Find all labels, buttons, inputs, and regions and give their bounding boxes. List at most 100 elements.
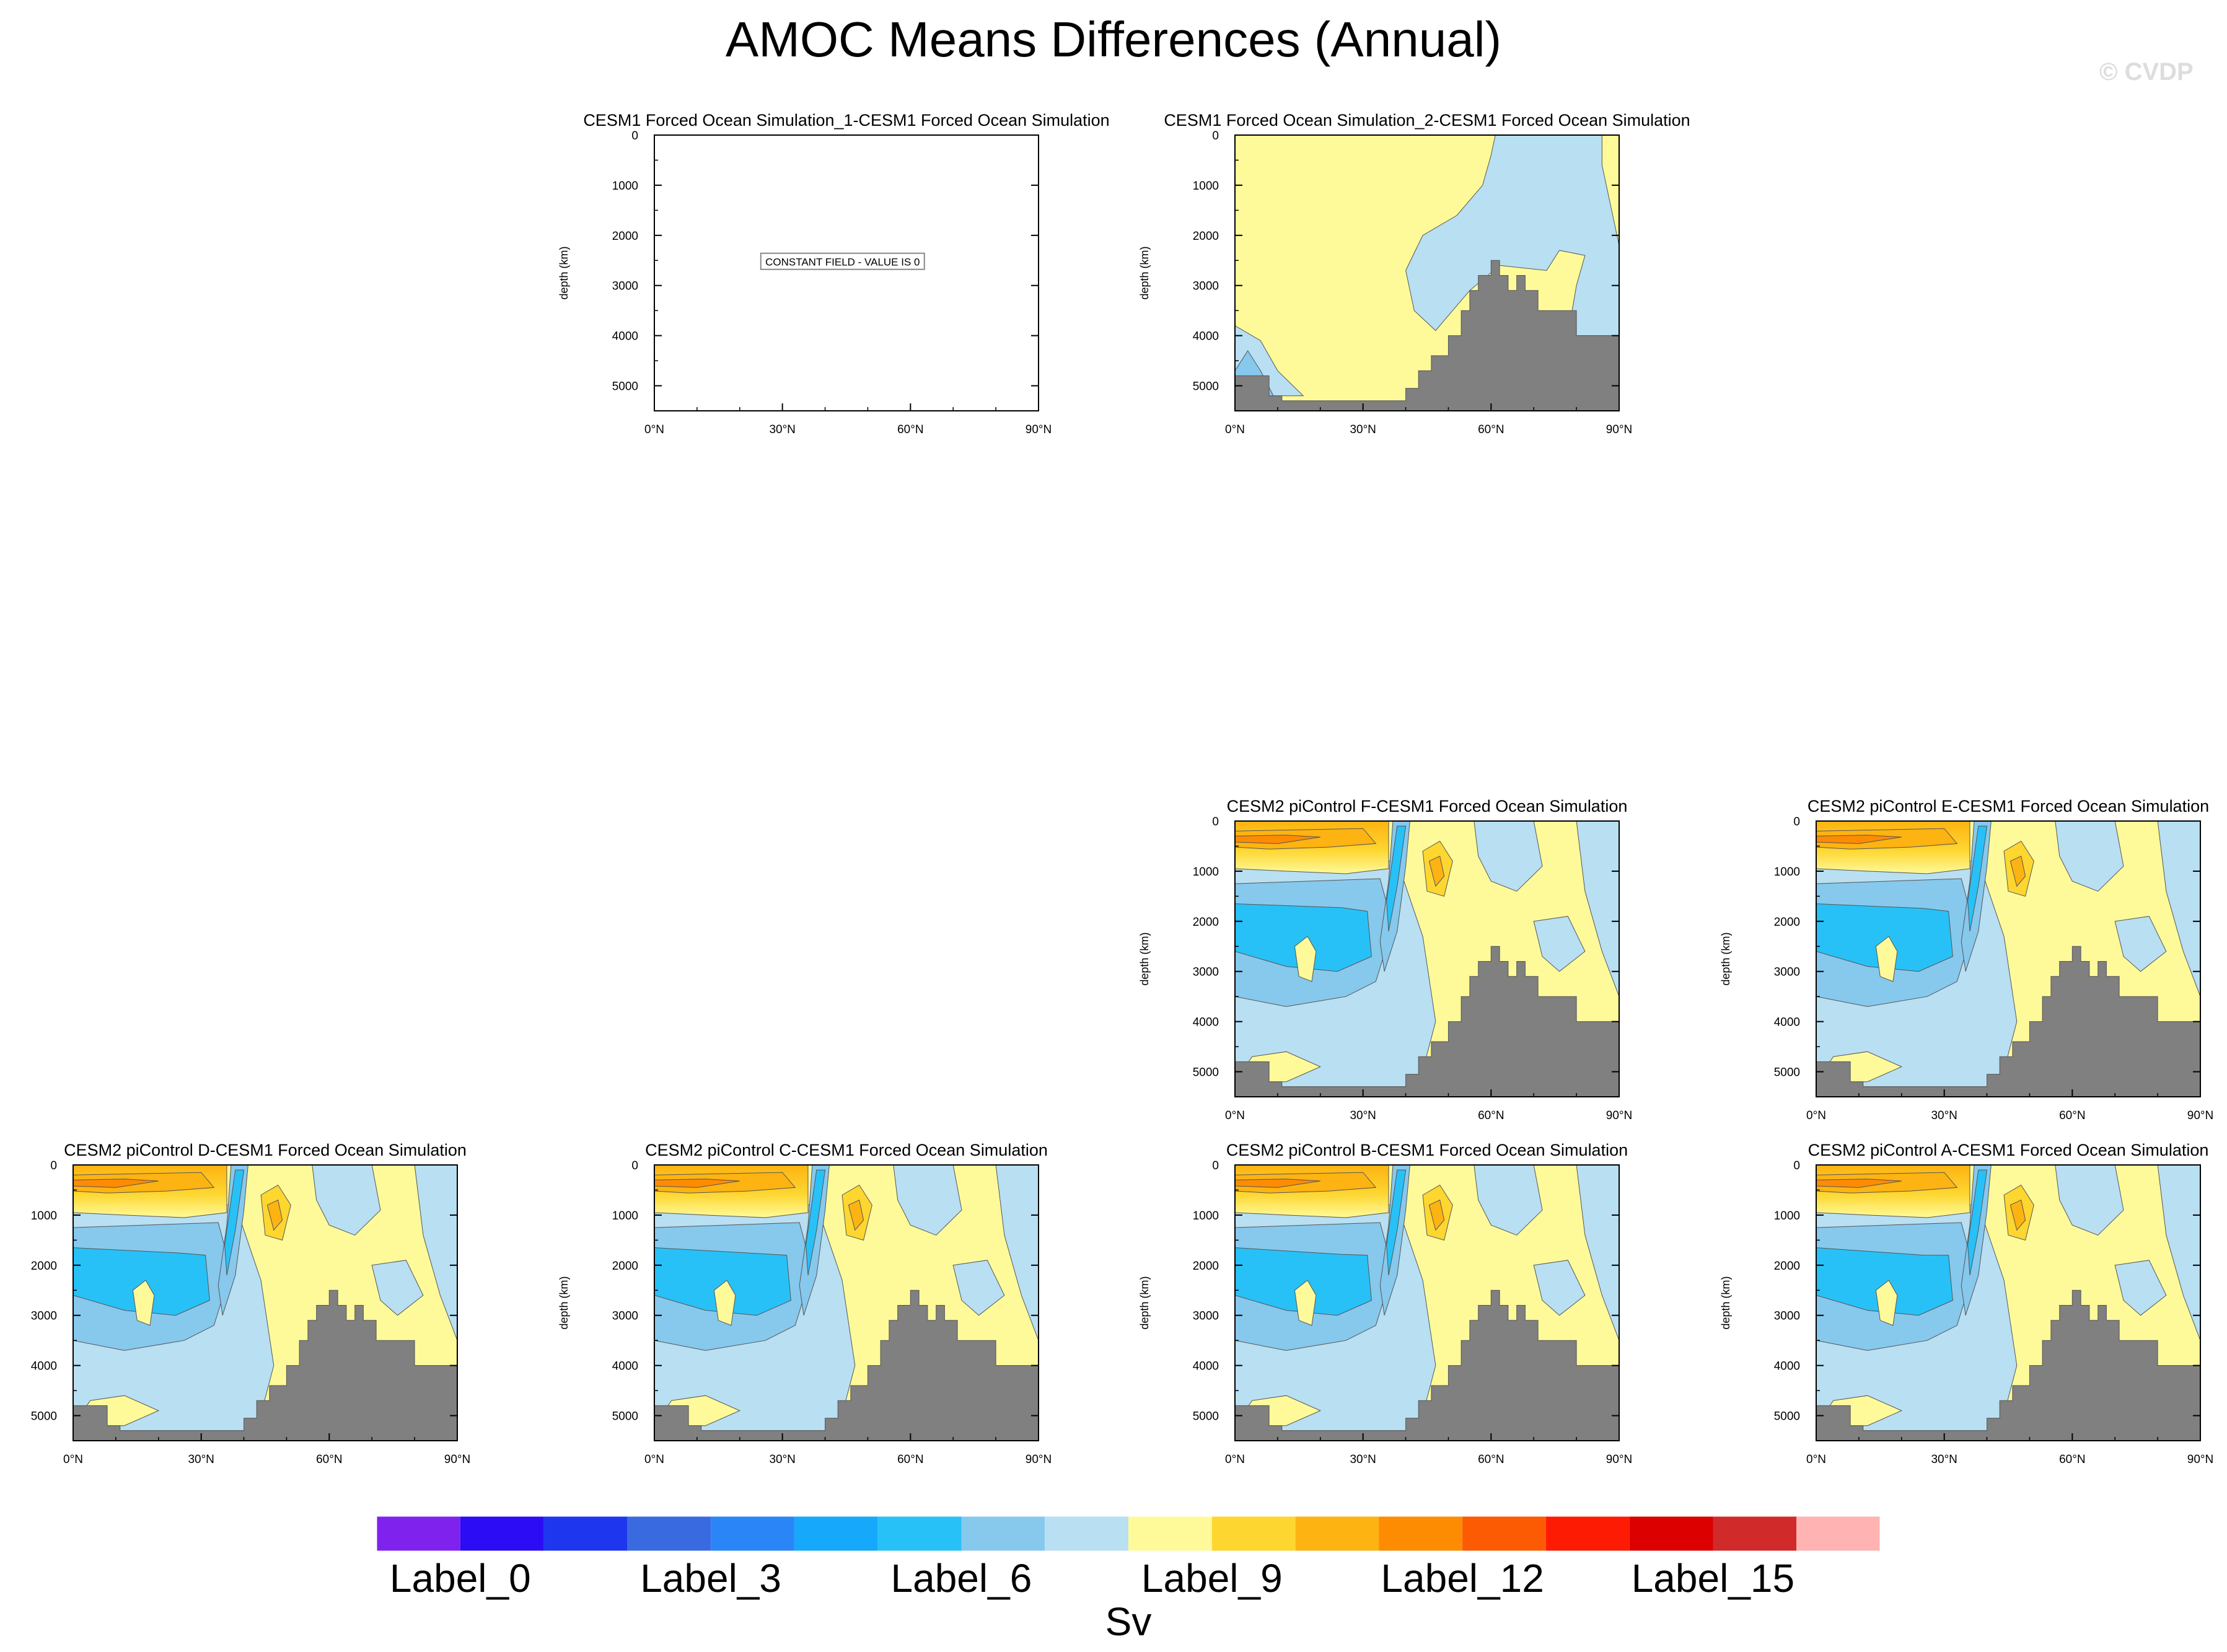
y-tick-label: 1000: [1193, 180, 1219, 193]
contour-fill: [654, 1179, 740, 1188]
y-tick-label: 0: [631, 1159, 638, 1172]
x-tick-label: 90°N: [2187, 1109, 2213, 1122]
contour-fill: [312, 1165, 381, 1236]
x-tick-label: 90°N: [1026, 1453, 1052, 1466]
colorbar-swatch: [627, 1516, 711, 1551]
colorbar-swatch: [1629, 1516, 1713, 1551]
y-tick-label: 0: [1212, 815, 1219, 828]
plot-frame: [1234, 1164, 1620, 1441]
y-tick-label: 1000: [1193, 866, 1219, 879]
y-axis-label: depth (km): [1720, 1276, 1732, 1329]
colorbar-label: Label_0: [390, 1556, 531, 1601]
figure-title: AMOC Means Differences (Annual): [725, 12, 1502, 67]
y-tick-label: 1000: [1193, 1210, 1219, 1223]
y-tick-label: 2000: [612, 1260, 638, 1273]
contour-fill: [1235, 1247, 1372, 1316]
x-tick-label: 0°N: [1806, 1109, 1826, 1122]
plot-frame: [654, 1164, 1039, 1441]
colorbar-swatch: [1713, 1516, 1797, 1551]
y-tick-label: 4000: [612, 330, 638, 343]
y-tick-label: 3000: [612, 1310, 638, 1323]
y-tick-label: 4000: [612, 1360, 638, 1373]
x-tick-label: 90°N: [2187, 1453, 2213, 1466]
x-tick-label: 0°N: [644, 1453, 664, 1466]
x-tick-label: 0°N: [1225, 1453, 1245, 1466]
y-tick-label: 4000: [31, 1360, 57, 1373]
y-tick-label: 2000: [1193, 1260, 1219, 1273]
contour-field: [1816, 1165, 2200, 1441]
plot-frame: [1234, 820, 1620, 1097]
y-tick-label: 5000: [1193, 1066, 1219, 1079]
contour-fill: [2114, 1260, 2167, 1316]
contour-fill: [893, 1165, 962, 1236]
plot-frame: [654, 134, 1039, 411]
y-tick-label: 5000: [31, 1410, 57, 1423]
plot-frame: [1234, 134, 1620, 411]
colorbar-swatch: [1545, 1516, 1630, 1551]
plot-frame: [72, 1164, 458, 1441]
contour-fill: [73, 1247, 210, 1316]
contour-fill: [1533, 1260, 1586, 1316]
y-tick-label: 3000: [612, 280, 638, 293]
colorbar-swatch: [1462, 1516, 1546, 1551]
contour-fill: [73, 1179, 159, 1188]
contour-fill: [995, 1165, 1039, 1341]
colorbar-swatch: [1295, 1516, 1379, 1551]
seafloor: [654, 1290, 1039, 1441]
y-tick-label: 5000: [1774, 1410, 1800, 1423]
y-tick-label: 0: [1793, 1159, 1800, 1172]
contour-fill: [2055, 1165, 2124, 1236]
contour-fill: [1967, 1169, 1988, 1276]
contour-fill: [266, 1199, 283, 1231]
contour-fill: [1875, 936, 1898, 982]
contour-fill: [414, 1165, 457, 1341]
contour-fill: [848, 1199, 864, 1231]
x-tick-label: 0°N: [63, 1453, 83, 1466]
contour-fill: [1235, 835, 1320, 844]
x-tick-label: 90°N: [1606, 423, 1632, 436]
y-tick-label: 0: [1212, 1159, 1219, 1172]
x-tick-label: 0°N: [644, 423, 664, 436]
y-tick-label: 1000: [31, 1210, 57, 1223]
contour-fill: [1235, 903, 1372, 972]
amoc-panel: 0 1000 2000 3000 4000 5000 0°N 30°N 60°N 90°N dept…: [1720, 797, 2213, 1122]
constant-field-label: CONSTANT FIELD - VALUE IS 0: [765, 257, 920, 268]
x-tick-label: 30°N: [1931, 1109, 1957, 1122]
y-tick-label: 2000: [1193, 230, 1219, 243]
contour-fill: [2157, 821, 2200, 997]
contour-fill: [1474, 821, 1543, 892]
y-tick-label: 3000: [1774, 966, 1800, 979]
contour-fill: [2010, 855, 2026, 887]
colorbar-frame: [376, 1516, 1881, 1552]
x-tick-label: 60°N: [2059, 1109, 2085, 1122]
x-tick-label: 30°N: [769, 1453, 795, 1466]
y-tick-label: 2000: [1774, 1260, 1800, 1273]
x-tick-label: 90°N: [1026, 423, 1052, 436]
x-tick-label: 30°N: [769, 423, 795, 436]
y-tick-label: 5000: [612, 380, 638, 393]
y-tick-label: 4000: [1193, 330, 1219, 343]
y-tick-label: 0: [50, 1159, 57, 1172]
contour-fill: [713, 1280, 736, 1326]
contour-fill: [1386, 825, 1407, 932]
y-tick-label: 3000: [31, 1310, 57, 1323]
contour-fill: [1576, 1165, 1619, 1341]
colorbar-units: Sv: [1105, 1599, 1152, 1644]
y-axis-label: depth (km): [558, 246, 570, 299]
contour-fill: [1816, 903, 1953, 972]
contour-fill: [1967, 825, 1988, 932]
colorbar-label: Label_15: [1632, 1556, 1794, 1601]
contour-fill: [1816, 1179, 1902, 1188]
contour-fill: [1816, 835, 1902, 844]
y-tick-label: 5000: [1193, 380, 1219, 393]
y-tick-label: 1000: [1774, 866, 1800, 879]
contour-fill: [1386, 1169, 1407, 1276]
y-tick-label: 3000: [1193, 1310, 1219, 1323]
panel-title: CESM2 piControl A-CESM1 Forced Ocean Sim…: [1808, 1141, 2209, 1159]
seafloor: [1235, 1290, 1619, 1441]
x-tick-label: 60°N: [1478, 1453, 1504, 1466]
contour-fill: [224, 1169, 245, 1276]
y-tick-label: 3000: [1193, 280, 1219, 293]
contour-fill: [1428, 1199, 1445, 1231]
amoc-panel: 0 1000 2000 3000 4000 5000 0°N 30°N 60°N 90°N dept…: [1138, 1141, 1632, 1466]
